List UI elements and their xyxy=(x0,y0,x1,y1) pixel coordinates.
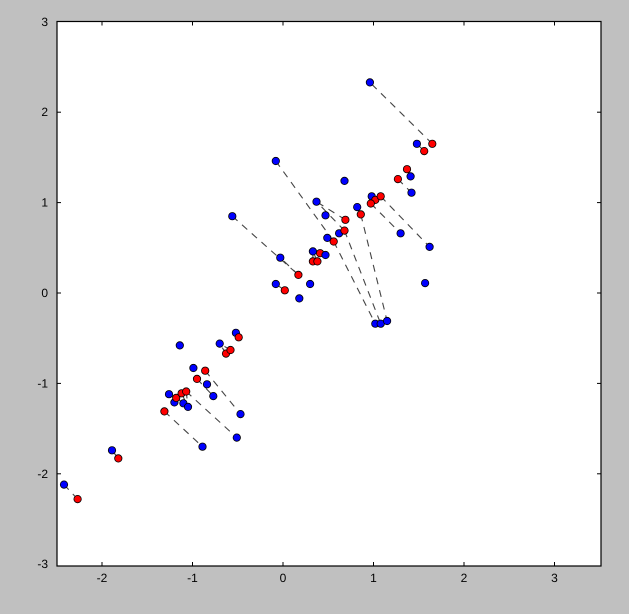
svg-text:-2: -2 xyxy=(37,467,48,481)
svg-text:-1: -1 xyxy=(37,376,48,390)
svg-text:-1: -1 xyxy=(187,571,198,585)
svg-text:1: 1 xyxy=(41,196,48,210)
svg-text:0: 0 xyxy=(280,571,287,585)
svg-text:3: 3 xyxy=(41,15,48,29)
svg-text:-3: -3 xyxy=(37,557,48,571)
svg-text:0: 0 xyxy=(41,286,48,300)
svg-text:3: 3 xyxy=(551,571,558,585)
svg-text:1: 1 xyxy=(370,571,377,585)
svg-text:-2: -2 xyxy=(97,571,108,585)
svg-text:2: 2 xyxy=(41,105,48,119)
svg-text:2: 2 xyxy=(461,571,468,585)
